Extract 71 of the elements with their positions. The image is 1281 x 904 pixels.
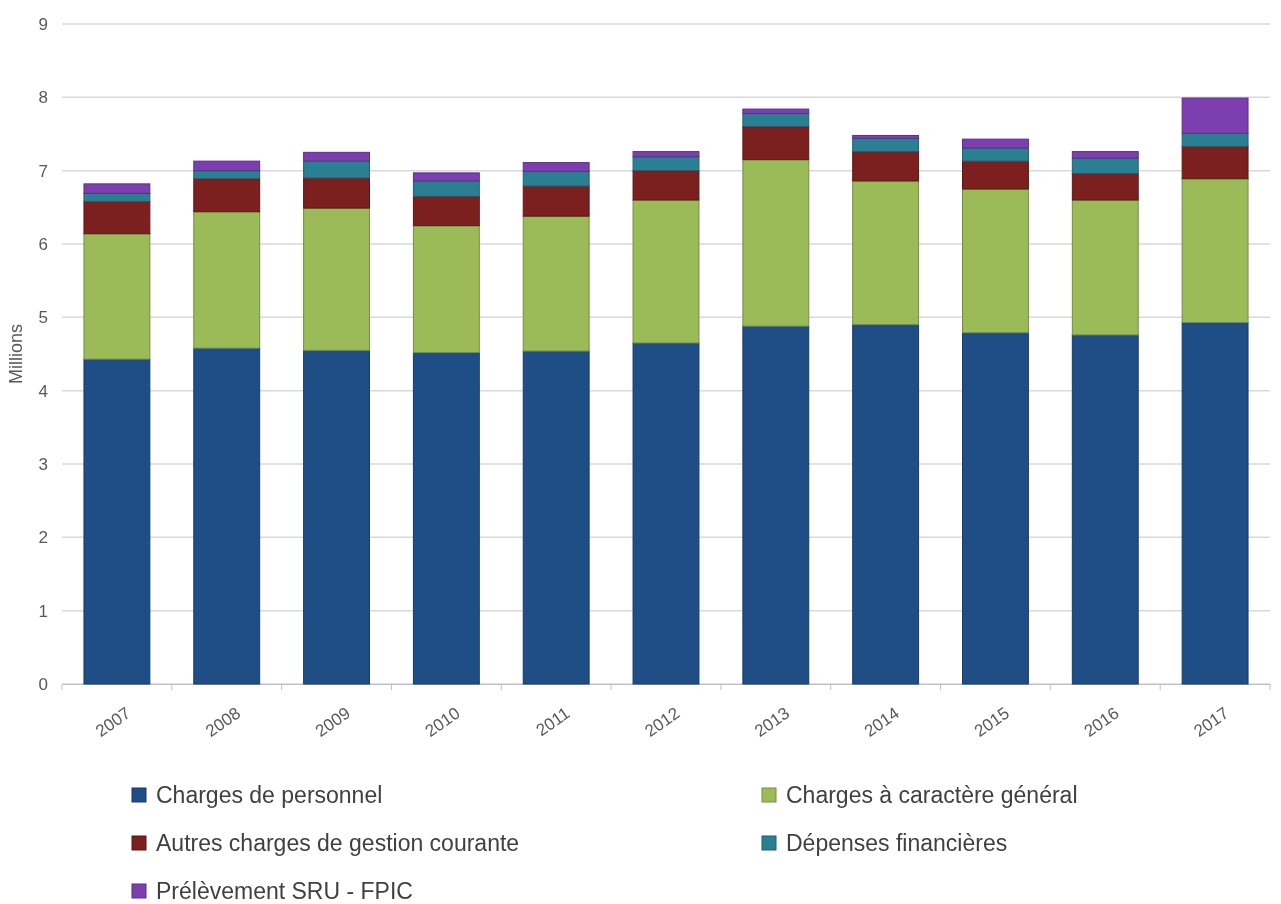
bar <box>1071 151 1139 159</box>
bar <box>1181 145 1249 180</box>
bar <box>962 138 1029 149</box>
bar <box>412 352 480 685</box>
bar <box>1181 178 1249 323</box>
bar <box>193 347 261 685</box>
bar <box>1181 132 1249 147</box>
y-tick-label: 6 <box>38 234 48 254</box>
bar <box>83 183 151 194</box>
bar <box>412 195 480 227</box>
y-tick-label: 2 <box>38 528 48 548</box>
bar <box>742 325 810 685</box>
bar <box>962 147 1029 162</box>
bar <box>1071 199 1139 336</box>
bar <box>632 156 700 172</box>
bar <box>632 151 700 158</box>
bar <box>1071 334 1139 685</box>
bar <box>303 151 370 162</box>
bar <box>852 324 920 685</box>
x-tick-label: 2011 <box>532 703 574 741</box>
y-tick-label: 9 <box>38 14 48 34</box>
y-tick-label: 7 <box>38 161 48 181</box>
bar <box>412 180 480 197</box>
bar <box>83 192 151 202</box>
legend-label: Dépenses financières <box>786 830 1008 857</box>
y-tick-label: 3 <box>38 454 48 474</box>
bar <box>522 350 590 685</box>
bar <box>412 172 480 182</box>
bar <box>522 170 590 187</box>
legend-label: Prélèvement SRU - FPIC <box>156 878 413 904</box>
bar <box>303 207 370 351</box>
legend-label: Charges à caractère général <box>786 782 1078 809</box>
bar <box>193 211 261 349</box>
bar <box>852 134 920 139</box>
bar <box>1181 321 1249 685</box>
y-tick-label: 5 <box>38 308 48 328</box>
y-tick-label: 0 <box>38 674 48 694</box>
bar <box>742 159 810 327</box>
bar <box>522 185 590 217</box>
bar <box>962 332 1029 685</box>
bar <box>1071 173 1139 201</box>
bar <box>852 180 920 326</box>
bar <box>83 200 151 235</box>
bar <box>962 188 1029 334</box>
bar <box>303 160 370 179</box>
y-axis-title: Millions <box>6 323 26 385</box>
bar <box>303 349 370 685</box>
bar <box>852 137 920 153</box>
y-tick-label: 8 <box>38 88 48 108</box>
bar <box>742 112 810 128</box>
bar <box>522 215 590 352</box>
bar <box>83 233 151 360</box>
legend-label: Autres charges de gestion courante <box>156 830 520 857</box>
bar <box>742 126 810 161</box>
bar <box>632 199 700 344</box>
legend-label: Charges de personnel <box>156 782 383 809</box>
bar <box>632 170 700 201</box>
bar <box>1181 97 1249 134</box>
bar <box>742 108 810 114</box>
bar <box>522 162 590 172</box>
bar <box>193 160 261 172</box>
bar <box>83 358 151 685</box>
y-tick-label: 4 <box>38 381 48 401</box>
bar <box>962 160 1029 190</box>
bar <box>303 177 370 209</box>
bar <box>412 225 480 354</box>
bar <box>852 151 920 182</box>
bar <box>632 342 700 685</box>
bar <box>193 178 261 213</box>
y-tick-label: 1 <box>38 601 48 621</box>
bar <box>1071 157 1139 175</box>
